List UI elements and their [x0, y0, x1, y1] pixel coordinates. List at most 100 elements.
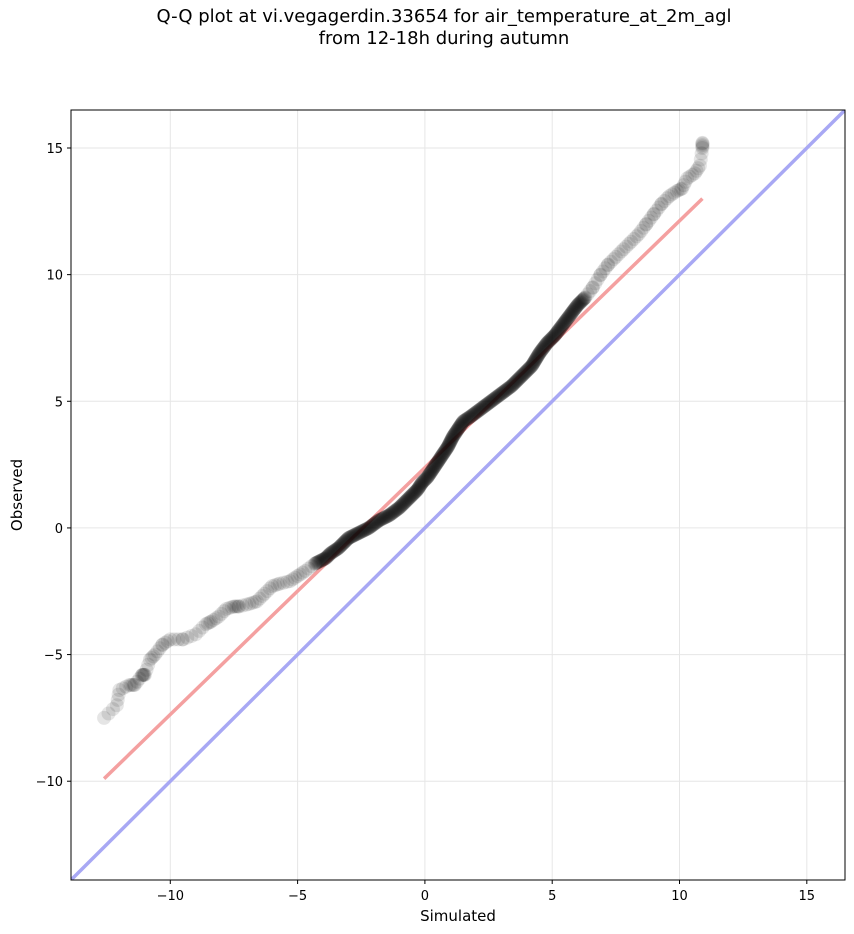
data-point	[331, 541, 346, 556]
data-point	[440, 440, 455, 455]
data-point	[224, 600, 239, 615]
data-point	[505, 377, 520, 392]
data-point	[398, 494, 413, 509]
data-point	[188, 627, 203, 642]
data-point	[508, 374, 523, 389]
data-point	[449, 424, 464, 439]
data-point	[691, 161, 706, 176]
data-point	[386, 504, 401, 519]
data-point	[348, 527, 363, 542]
data-point	[435, 448, 450, 463]
data-point	[255, 588, 270, 603]
data-point	[571, 296, 586, 311]
data-point	[654, 197, 669, 212]
data-point	[545, 330, 560, 345]
data-point	[660, 191, 675, 206]
data-point	[539, 337, 554, 352]
data-point	[141, 657, 156, 672]
data-point	[445, 429, 460, 444]
data-point	[535, 341, 550, 356]
data-point	[435, 447, 450, 462]
data-point	[553, 320, 568, 335]
data-point	[358, 522, 373, 537]
data-point	[184, 628, 199, 643]
data-point	[429, 456, 444, 471]
data-point	[502, 380, 517, 395]
data-point	[324, 545, 339, 560]
data-point	[453, 417, 468, 432]
data-point	[414, 477, 429, 492]
data-point	[447, 427, 462, 442]
data-point	[393, 499, 408, 514]
data-point	[167, 632, 182, 647]
data-point	[491, 389, 506, 404]
data-point	[438, 443, 453, 458]
data-point	[383, 507, 398, 522]
identity-line	[71, 110, 845, 880]
data-point	[487, 391, 502, 406]
data-point	[136, 667, 151, 682]
data-point	[365, 518, 380, 533]
data-point	[557, 315, 572, 330]
data-point	[420, 470, 435, 485]
data-point	[641, 213, 656, 228]
x-tick-label-0: −10	[157, 889, 184, 904]
data-point	[428, 458, 443, 473]
data-point	[532, 345, 547, 360]
data-point	[619, 239, 634, 254]
data-point	[381, 508, 396, 523]
data-point	[572, 295, 587, 310]
data-point	[471, 403, 486, 418]
data-point	[424, 463, 439, 478]
data-point	[342, 530, 357, 545]
data-point	[518, 365, 533, 380]
data-point	[563, 306, 578, 321]
data-point	[564, 306, 579, 321]
data-point	[439, 441, 454, 456]
data-point	[528, 353, 543, 368]
data-point	[577, 290, 592, 305]
data-point	[521, 362, 536, 377]
data-point	[500, 381, 515, 396]
data-point	[328, 542, 343, 557]
data-point	[132, 671, 147, 686]
data-point	[400, 492, 415, 507]
data-point	[323, 546, 338, 561]
data-point	[478, 398, 493, 413]
data-point	[311, 555, 326, 570]
data-point	[393, 500, 408, 515]
data-point	[462, 410, 477, 425]
data-point	[444, 431, 459, 446]
data-point	[417, 473, 432, 488]
data-point	[469, 405, 484, 420]
data-point	[318, 551, 333, 566]
data-point	[480, 396, 495, 411]
data-point	[694, 146, 709, 161]
data-point	[654, 196, 669, 211]
data-point	[542, 333, 557, 348]
data-point	[513, 370, 528, 385]
data-point	[406, 486, 421, 501]
data-point	[532, 346, 547, 361]
data-point	[487, 391, 502, 406]
data-point	[124, 677, 139, 692]
data-point	[448, 426, 463, 441]
data-point	[470, 404, 485, 419]
data-point	[441, 438, 456, 453]
data-point	[425, 462, 440, 477]
data-point	[377, 510, 392, 525]
data-point	[365, 518, 380, 533]
data-point	[451, 421, 466, 436]
data-point	[526, 356, 541, 371]
data-point	[363, 519, 378, 534]
data-point	[543, 332, 558, 347]
data-point	[572, 296, 587, 311]
data-point	[437, 444, 452, 459]
data-point	[414, 476, 429, 491]
data-point	[217, 604, 232, 619]
data-point	[413, 478, 428, 493]
data-point	[608, 249, 623, 264]
data-point	[252, 591, 267, 606]
data-point	[357, 522, 372, 537]
data-point	[280, 574, 295, 589]
